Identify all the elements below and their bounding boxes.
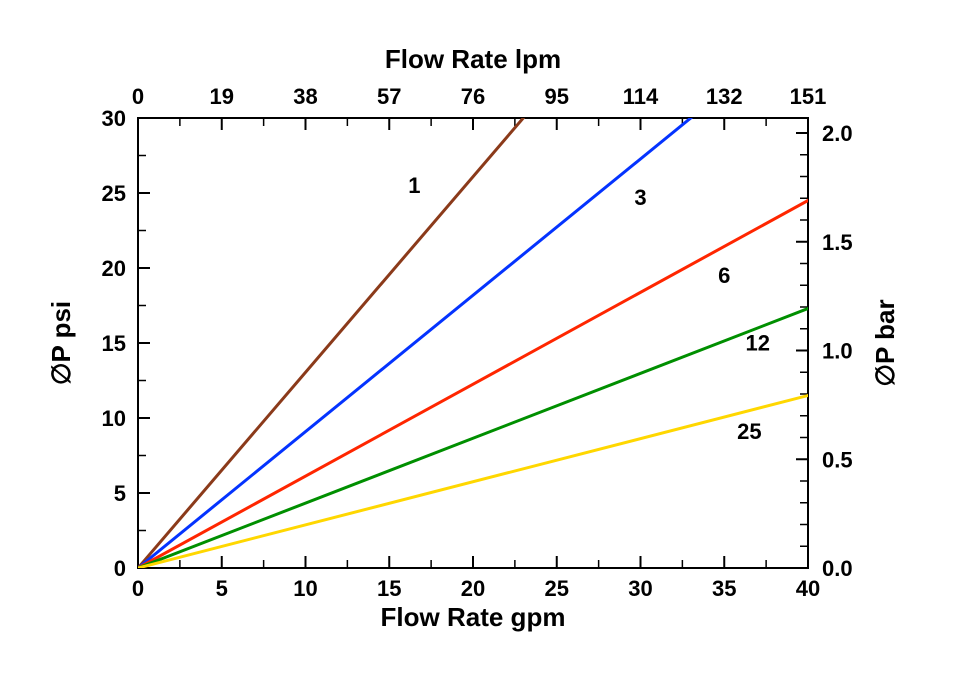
y-axis-title-right: ∅P bar xyxy=(870,299,900,386)
x2-tick-label: 132 xyxy=(706,84,743,109)
x-tick-label: 10 xyxy=(293,576,317,601)
series-label: 3 xyxy=(634,185,646,210)
x2-tick-label: 38 xyxy=(293,84,317,109)
x-tick-label: 30 xyxy=(628,576,652,601)
y-tick-label: 5 xyxy=(114,481,126,506)
x-tick-label: 40 xyxy=(796,576,820,601)
x-tick-label: 15 xyxy=(377,576,401,601)
y-tick-label: 25 xyxy=(102,181,126,206)
y2-tick-label: 1.0 xyxy=(822,339,853,364)
x-tick-label: 35 xyxy=(712,576,736,601)
x-tick-label: 0 xyxy=(132,576,144,601)
x-tick-label: 20 xyxy=(461,576,485,601)
y-tick-label: 30 xyxy=(102,106,126,131)
series-label: 12 xyxy=(746,331,770,356)
y2-tick-label: 1.5 xyxy=(822,230,853,255)
x-axis-title-bottom: Flow Rate gpm xyxy=(381,602,566,632)
y2-tick-label: 2.0 xyxy=(822,121,853,146)
y-tick-label: 10 xyxy=(102,406,126,431)
x2-tick-label: 151 xyxy=(790,84,827,109)
x-tick-label: 5 xyxy=(216,576,228,601)
pressure-flow-chart: 0510152025303540Flow Rate gpm01938577695… xyxy=(0,0,954,678)
x2-tick-label: 19 xyxy=(210,84,234,109)
x2-tick-label: 95 xyxy=(545,84,569,109)
x2-tick-label: 76 xyxy=(461,84,485,109)
y2-tick-label: 0.0 xyxy=(822,556,853,581)
series-label: 6 xyxy=(718,263,730,288)
x-tick-label: 25 xyxy=(545,576,569,601)
x2-tick-label: 114 xyxy=(623,84,659,109)
y-tick-label: 15 xyxy=(102,331,126,356)
x2-tick-label: 0 xyxy=(132,84,144,109)
series-label: 1 xyxy=(408,173,420,198)
x2-tick-label: 57 xyxy=(377,84,401,109)
y-tick-label: 20 xyxy=(102,256,126,281)
x-axis-title-top: Flow Rate lpm xyxy=(385,44,561,74)
y2-tick-label: 0.5 xyxy=(822,447,853,472)
y-tick-label: 0 xyxy=(114,556,126,581)
chart-svg: 0510152025303540Flow Rate gpm01938577695… xyxy=(0,0,954,678)
series-label: 25 xyxy=(737,419,761,444)
y-axis-title-left: ∅P psi xyxy=(46,301,76,385)
